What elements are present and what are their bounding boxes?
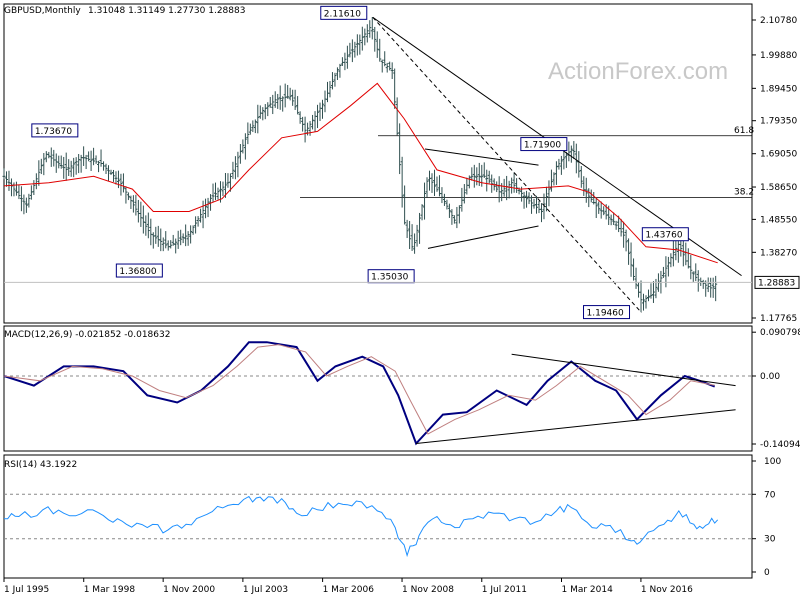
- candles: [2, 17, 718, 313]
- macd-series-main: [3, 341, 716, 446]
- price-annotation-box-5: [641, 227, 689, 242]
- macd-tick-label-2: -0.14094: [760, 440, 800, 450]
- price-annotation-box-1: [31, 123, 79, 138]
- macd-trendline-1: [511, 353, 736, 387]
- x-tick-label-0: 1 Jul 1995: [4, 585, 49, 595]
- price-panel: 61.8 38.2 2.11610 1.73670 1.36800 1.35030 1.71…: [2, 5, 754, 320]
- price-tick-label-7: 1.38270: [760, 248, 797, 258]
- price-tick-label-3: 1.79350: [760, 117, 797, 127]
- price-annotation-label-4: 1.71900: [524, 141, 561, 151]
- price-tick-label-8: 1.17765: [760, 314, 797, 324]
- chart-grid: [4, 375, 752, 540]
- macd-series-signal: [3, 344, 715, 435]
- macd-title: MACD(12,26,9) -0.021852 -0.018632: [4, 330, 170, 340]
- price-annotation-box-2: [115, 263, 163, 278]
- price-annotation-box-4: [520, 137, 568, 152]
- x-tick-label-4: 1 Mar 2006: [323, 585, 375, 595]
- price-tick-label-4: 1.69050: [760, 150, 797, 160]
- price-tick-label-1: 1.99880: [760, 51, 797, 61]
- rsi-tick-label-2: 30: [764, 535, 776, 545]
- price-tick-label-2: 1.89450: [760, 84, 797, 94]
- rsi-tick-label-1: 70: [764, 490, 776, 500]
- current-price-box: [754, 275, 800, 289]
- rsi-tick-label-3: 0: [764, 568, 770, 578]
- price-ohlc: 1.31048 1.31149 1.27730 1.28883: [88, 6, 245, 16]
- price-trendline-2: [424, 148, 539, 166]
- price-tick-label-5: 1.58650: [760, 183, 797, 193]
- price-trendline-3: [427, 225, 539, 249]
- price-frame: [3, 3, 753, 324]
- price-annotation-label-6: 1.19460: [587, 309, 624, 319]
- price-annotation-box-0: [320, 5, 368, 20]
- rsi-frame: [3, 454, 753, 579]
- moving-average-line: [3, 82, 718, 264]
- price-trendline-1: [372, 17, 642, 313]
- fib-label-1: 38.2: [734, 188, 754, 198]
- macd-tick-label-1: 0.00: [760, 372, 780, 382]
- price-annotation-box-6: [583, 305, 631, 320]
- x-tick-label-1: 1 Mar 1998: [84, 585, 136, 595]
- rsi-line: [3, 495, 719, 558]
- price-tick-label-6: 1.48550: [760, 215, 797, 225]
- macd-frame: [3, 325, 753, 452]
- x-tick-label-6: 1 Jul 2011: [482, 585, 527, 595]
- x-tick-label-5: 1 Nov 2008: [402, 585, 454, 595]
- macd-tick-label-0: 0.090798: [760, 328, 800, 338]
- rsi-tick-label-0: 100: [764, 457, 781, 467]
- price-annotation-label-1: 1.73670: [35, 127, 72, 137]
- watermark: ActionForex.com: [548, 58, 728, 85]
- axes: 2.10780 1.99880 1.89450 1.79350 1.69050 1.586…: [3, 16, 800, 595]
- rsi-title: RSI(14) 43.1922: [4, 460, 77, 470]
- price-annotation-label-3: 1.35030: [371, 273, 408, 283]
- price-annotation-label-5: 1.43760: [645, 231, 682, 241]
- price-annotation-label-0: 2.11610: [324, 9, 361, 19]
- macd-panel: [3, 341, 736, 446]
- x-tick-label-3: 1 Jul 2003: [243, 585, 288, 595]
- rsi-panel: [3, 495, 719, 558]
- price-tick-label-0: 2.10780: [760, 16, 797, 26]
- price-annotation-label-2: 1.36800: [119, 267, 156, 277]
- fib-label-0: 61.8: [734, 126, 754, 136]
- x-tick-label-7: 1 Mar 2014: [561, 585, 613, 595]
- x-tick-label-2: 1 Nov 2000: [163, 585, 215, 595]
- price-title: GBPUSD,Monthly: [4, 6, 81, 16]
- chart-frames: [3, 3, 753, 579]
- macd-trendline-0: [416, 409, 736, 445]
- current-price-label: 1.28883: [758, 278, 795, 288]
- x-tick-label-8: 1 Nov 2016: [641, 585, 693, 595]
